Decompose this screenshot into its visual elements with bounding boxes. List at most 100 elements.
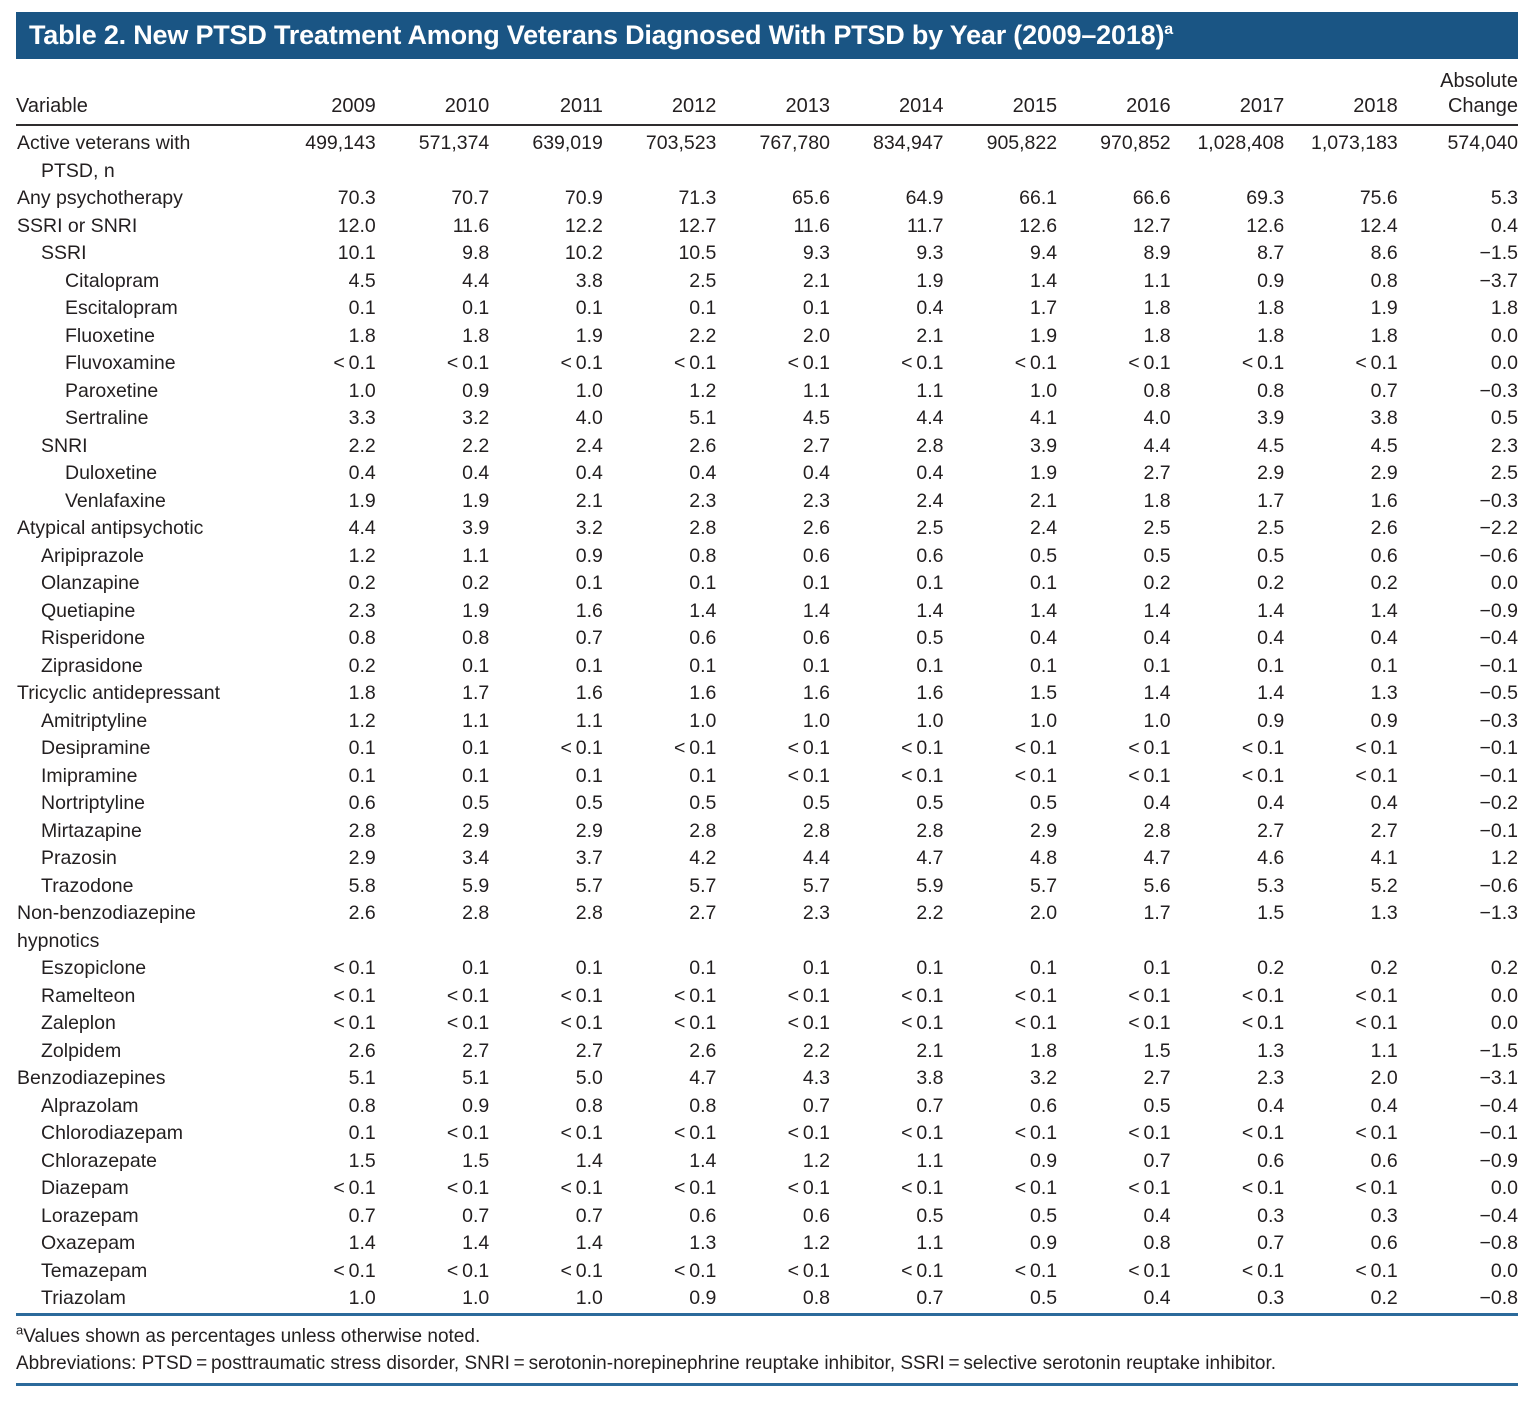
column-header-year-2009: 2009	[262, 59, 376, 126]
cell-value: 1.7	[1143, 902, 1171, 924]
cell-value: 1.5	[1029, 682, 1058, 704]
cell-value: 2.9	[1257, 462, 1285, 484]
cell-value: 2.6	[1370, 517, 1398, 539]
cell-value: 1,073,183	[1311, 132, 1398, 154]
table-row: Oxazepam 1.4 1.4 1.4 1.3 1.2 1.1 0.9 0.8 0.7 0.6 −0…	[16, 1230, 1518, 1258]
table-row: Prazosin 2.9 3.4 3.7 4.2 4.4 4.7 4.8 4.7 4.6 4.1 1.…	[16, 845, 1518, 873]
cell-value: 1.8	[348, 682, 376, 704]
row-label: Duloxetine	[65, 462, 158, 484]
cell-value: −1.3	[1479, 902, 1519, 924]
cell-value: 499,143	[305, 132, 376, 154]
cell-value: 0.6	[1370, 544, 1398, 567]
cell-value: < 0.1	[1241, 764, 1285, 787]
cell-value: 2.8	[802, 819, 830, 842]
cell-value: 0.6	[916, 544, 944, 567]
cell-value: 70.9	[564, 187, 603, 209]
cell-value: 1.0	[348, 1287, 376, 1309]
cell-value: 905,822	[986, 132, 1058, 154]
cell-value: 66.1	[1019, 187, 1058, 209]
cell-value: < 0.1	[1014, 352, 1058, 374]
table-row: Zaleplon < 0.1 < 0.1 < 0.1 < 0.1 < 0.1 < 0.1 < …	[16, 1010, 1518, 1038]
cell-value: 0.1	[462, 297, 490, 319]
cell-value: 1.4	[1257, 599, 1285, 622]
cell-value: 5.7	[575, 874, 603, 897]
cell-value: 1.8	[462, 324, 490, 347]
cell-value: 2.2	[916, 902, 944, 924]
cell-value: 1.6	[575, 682, 603, 704]
cell-value: 0.1	[462, 737, 490, 759]
cell-value: < 0.1	[674, 1012, 717, 1034]
cell-value: 0.2	[1490, 957, 1518, 979]
cell-value: 2.9	[462, 819, 490, 842]
cell-value: 2.6	[689, 434, 717, 457]
cell-value: −0.5	[1479, 682, 1519, 704]
cell-value: 2.6	[689, 1039, 717, 1062]
cell-value: 0.7	[916, 1094, 944, 1117]
cell-value: 0.5	[1029, 792, 1058, 814]
table-row: Temazepam < 0.1 < 0.1 < 0.1 < 0.1 < 0.1 < 0.1 <…	[16, 1258, 1518, 1286]
cell-value: 4.7	[1143, 847, 1171, 869]
cell-value: 0.2	[1370, 572, 1398, 594]
cell-value: 1.1	[462, 544, 490, 567]
cell-value: 2.8	[1143, 819, 1171, 842]
cell-value: 1.3	[1370, 902, 1398, 924]
cell-value: < 0.1	[560, 352, 603, 374]
cell-value: 4.6	[1257, 847, 1285, 869]
cell-value: 0.4	[1029, 627, 1058, 649]
cell-value: 834,947	[873, 132, 944, 154]
cell-value: 0.1	[689, 297, 717, 319]
cell-value: 0.1	[348, 737, 376, 759]
cell-value: 0.4	[1370, 792, 1398, 814]
table-row: Lorazepam 0.7 0.7 0.7 0.6 0.6 0.5 0.5 0.4 0.3 0.3 −…	[16, 1203, 1518, 1231]
row-label: Ramelteon	[41, 984, 136, 1007]
cell-value: 0.8	[348, 627, 376, 649]
cell-value: 0.4	[1370, 627, 1398, 649]
cell-value: 2.3	[802, 902, 830, 924]
cell-value: < 0.1	[901, 1259, 944, 1282]
cell-value: 2.7	[802, 434, 830, 457]
cell-value: 2.9	[348, 847, 376, 869]
cell-value: 4.5	[802, 407, 830, 429]
cell-value: 1.0	[1029, 709, 1058, 732]
cell-value: 1.6	[689, 682, 717, 704]
cell-value: 12.6	[1246, 214, 1285, 237]
cell-value: < 0.1	[1128, 737, 1171, 759]
cell-value: 0.3	[1257, 1287, 1285, 1309]
cell-value: 1.3	[1370, 682, 1398, 704]
cell-value: 2.7	[1257, 819, 1285, 842]
table-row: Citalopram 4.5 4.4 3.8 2.5 2.1 1.9 1.4 1.1 0.9 0.8…	[16, 268, 1518, 296]
cell-value: 0.1	[575, 764, 603, 787]
cell-value: 2.8	[348, 819, 376, 842]
row-label: Aripiprazole	[41, 544, 144, 567]
cell-value: 0.7	[1257, 1232, 1285, 1254]
cell-value: 0.2	[1257, 572, 1285, 594]
cell-value: < 0.1	[787, 1122, 830, 1144]
cell-value: 1.4	[916, 599, 944, 622]
cell-value: −3.7	[1479, 269, 1519, 292]
cell-value: 1.7	[462, 682, 490, 704]
cell-value: 0.1	[1370, 654, 1398, 677]
cell-value: 1.5	[348, 1149, 376, 1172]
column-header-year-2011: 2011	[489, 59, 603, 126]
cell-value: 0.4	[1143, 792, 1171, 814]
cell-value: 0.7	[802, 1094, 830, 1117]
table-row: Venlafaxine 1.9 1.9 2.1 2.3 2.3 2.4 2.1 1.8 1.7 1.…	[16, 488, 1518, 516]
cell-value: 1.5	[1143, 1039, 1171, 1062]
cell-value: 0.0	[1490, 352, 1518, 374]
table-row: Mirtazapine 2.8 2.9 2.9 2.8 2.8 2.8 2.9 2.8 2.7 2.…	[16, 818, 1518, 846]
cell-value: 0.7	[1370, 379, 1398, 402]
row-label: Active veterans with PTSD, n	[17, 132, 191, 182]
cell-value: 2.6	[348, 902, 376, 924]
cell-value: 0.0	[1490, 1012, 1518, 1034]
cell-value: 1.2	[802, 1149, 830, 1172]
cell-value: 1.1	[462, 709, 490, 732]
cell-value: 12.2	[564, 214, 603, 237]
cell-value: < 0.1	[1355, 1259, 1398, 1282]
footnote-marker: a	[16, 1322, 24, 1338]
table-row: Fluvoxamine < 0.1 < 0.1 < 0.1 < 0.1 < 0.1 < 0.…	[16, 350, 1518, 378]
cell-value: < 0.1	[901, 1177, 944, 1199]
table-row: Aripiprazole 1.2 1.1 0.9 0.8 0.6 0.6 0.5 0.5 0.5 0…	[16, 543, 1518, 571]
cell-value: < 0.1	[1128, 1177, 1171, 1199]
cell-value: 0.1	[802, 572, 830, 594]
row-label: Mirtazapine	[41, 819, 142, 842]
